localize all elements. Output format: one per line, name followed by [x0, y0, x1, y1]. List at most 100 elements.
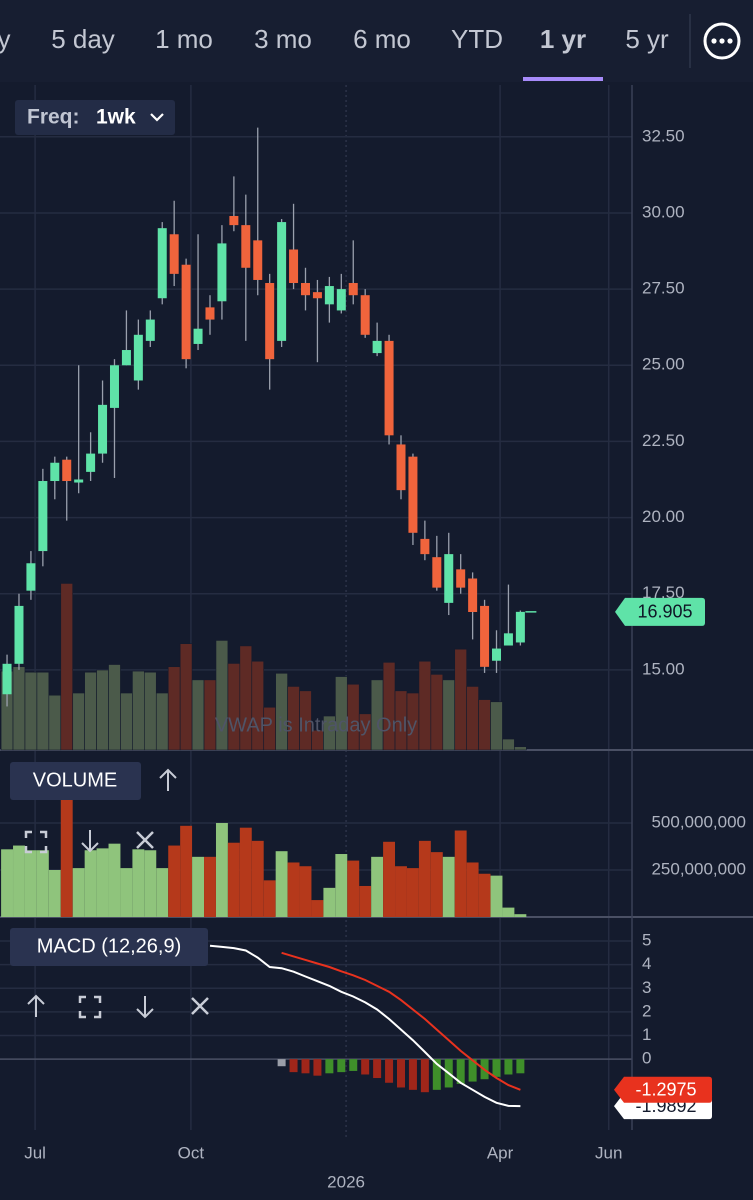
candle-body: [62, 459, 72, 482]
volume-overlay-bar: [335, 676, 348, 751]
year-label: 2026: [327, 1172, 365, 1191]
candle-body: [492, 648, 502, 661]
expand-icon[interactable]: [78, 995, 102, 1019]
candle-body: [384, 340, 394, 436]
histogram-bar: [349, 1059, 358, 1071]
range-tab[interactable]: 3 mo: [254, 24, 312, 54]
more-circle: [703, 22, 741, 60]
volume-bar: [406, 868, 419, 917]
volume-bar: [72, 868, 85, 917]
range-tab[interactable]: 1 mo: [155, 24, 213, 54]
close-icon[interactable]: [191, 997, 209, 1015]
volume-title: VOLUME: [33, 769, 117, 791]
range-tab[interactable]: 1 yr: [540, 24, 586, 54]
histogram-bar: [385, 1059, 394, 1083]
candle-body: [145, 319, 155, 341]
volume-bar: [108, 843, 121, 917]
move-up-icon[interactable]: [27, 994, 45, 1017]
volume-bar: [347, 860, 360, 917]
volume-bar: [299, 866, 312, 917]
histogram-bar: [313, 1059, 322, 1076]
volume-bar: [335, 854, 348, 917]
volume-bar: [215, 822, 228, 917]
candle-body: [26, 563, 36, 591]
candle-body: [300, 283, 310, 296]
candle-body: [515, 611, 525, 643]
volume-overlay-bar: [251, 660, 264, 751]
volume-overlay-bar: [430, 674, 444, 751]
y-tick-label: 250,000,000: [651, 859, 746, 878]
volume-overlay-bar: [191, 679, 205, 751]
candle-body: [121, 350, 131, 366]
volume-bar: [371, 856, 384, 917]
volume-bar: [36, 850, 49, 917]
move-up-icon[interactable]: [159, 768, 177, 791]
grid: [0, 85, 753, 1140]
move-down-icon[interactable]: [81, 830, 99, 853]
candle-body: [241, 225, 251, 268]
volume-overlay-bar: [120, 692, 133, 751]
y-tick-label: 32.50: [642, 126, 685, 145]
candle-body: [157, 228, 167, 299]
candle-body: [109, 365, 119, 408]
value-tag: [614, 1076, 712, 1103]
volume-bar: [263, 880, 276, 917]
x-tick-label: Apr: [487, 1143, 514, 1162]
candle-body: [503, 633, 513, 646]
histogram-bar: [468, 1059, 477, 1082]
volume-header: VOLUME: [10, 762, 177, 854]
candle-body: [50, 462, 60, 482]
volume-overlay-bar: [454, 648, 467, 751]
range-tab[interactable]: 5 yr: [625, 24, 669, 54]
volume-overlay-bar: [96, 669, 109, 751]
histogram-bar: [361, 1059, 370, 1075]
candle-body: [265, 283, 275, 360]
volume-bar: [84, 850, 97, 917]
range-tab[interactable]: 5 day: [51, 24, 115, 54]
histogram-bar: [337, 1059, 346, 1073]
candle-body: [98, 404, 108, 454]
candle-body: [456, 569, 466, 588]
candle-body: [217, 243, 227, 302]
volume-bar: [359, 885, 372, 917]
volume-overlay-bar: [442, 679, 456, 751]
plots: VWAP is Intraday Only: [1, 127, 537, 1108]
close-icon[interactable]: [136, 831, 154, 849]
range-tab[interactable]: y: [0, 24, 11, 54]
volume-box: [10, 762, 141, 800]
macd-header: MACD (12,26,9): [10, 928, 209, 1019]
volume-bar: [144, 850, 157, 917]
volume-bar: [204, 856, 216, 917]
candle-body: [86, 453, 96, 472]
freq-value: 1wk: [96, 106, 136, 129]
more-button[interactable]: [703, 22, 741, 60]
histogram-bar: [289, 1059, 298, 1073]
freq-selector[interactable]: Freq: 1wk: [15, 100, 175, 135]
volume-bar: [454, 830, 467, 917]
watermark: VWAP is Intraday Only: [215, 714, 417, 736]
y-tick-label: 20.00: [642, 507, 685, 526]
volume-bar: [502, 907, 515, 917]
volume-overlay-bar: [48, 694, 62, 751]
expand-icon[interactable]: [24, 830, 48, 854]
volume-bar: [227, 842, 240, 917]
candle-body: [133, 334, 143, 381]
overlay-ui: Freq: 1wk VOLUME MACD (12,26,9): [10, 100, 209, 1019]
freq-box: [15, 100, 175, 135]
volume-bar: [120, 868, 133, 917]
range-tabs: y 5 day 1 mo 3 mo 6 mo YTD 1 yr 5 yr: [0, 24, 669, 54]
y-tick-label: 22.50: [642, 431, 685, 450]
volume-bar: [430, 852, 443, 917]
x-tick-label: Jul: [24, 1143, 46, 1162]
range-tab[interactable]: 6 mo: [353, 24, 411, 54]
histogram-bar: [373, 1059, 382, 1079]
volume-bar: [478, 873, 491, 917]
price-tag-label: 16.905: [637, 602, 692, 622]
move-down-icon[interactable]: [136, 996, 154, 1019]
volume-bar: [13, 845, 25, 917]
range-tab[interactable]: YTD: [451, 24, 503, 54]
volume-bar: [60, 774, 73, 917]
candle-body: [229, 215, 239, 226]
candle-body: [360, 295, 370, 335]
volume-overlay-bar: [155, 692, 169, 751]
